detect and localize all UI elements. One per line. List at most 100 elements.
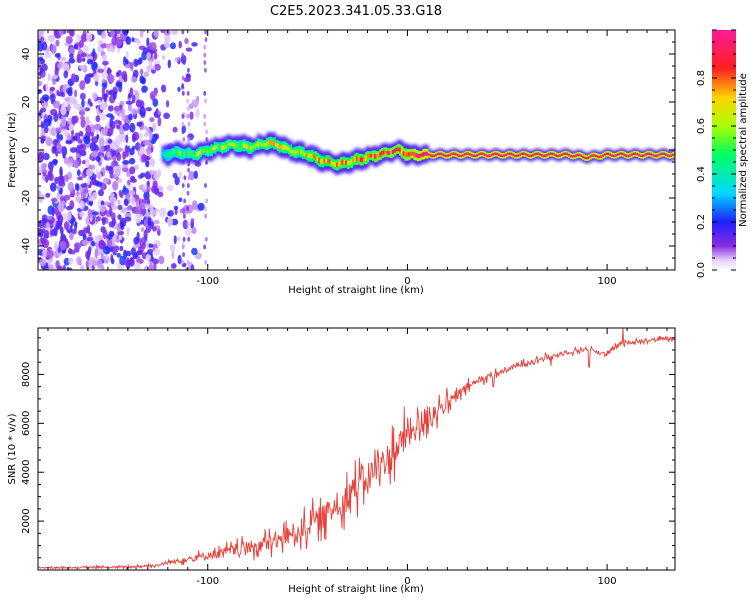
trace-core xyxy=(192,153,195,158)
noise-speckle xyxy=(146,65,152,72)
noise-speckle xyxy=(95,129,99,134)
noise-speckle xyxy=(163,112,171,120)
noise-streak xyxy=(187,137,191,142)
noise-speckle xyxy=(126,227,130,236)
noise-streak xyxy=(183,175,187,181)
trace-core xyxy=(661,152,664,155)
noise-speckle xyxy=(56,265,63,270)
noise-speckle xyxy=(162,55,166,60)
noise-speckle xyxy=(102,177,110,184)
trace-core xyxy=(550,152,553,155)
noise-speckle xyxy=(76,137,81,143)
noise-speckle xyxy=(191,247,198,256)
noise-speckle xyxy=(69,53,74,59)
noise-speckle xyxy=(42,171,47,177)
noise-speckle xyxy=(96,40,105,45)
noise-speckle xyxy=(74,89,78,98)
trace-core xyxy=(298,149,301,154)
noise-speckle xyxy=(118,121,122,125)
trace-core xyxy=(260,142,264,147)
trace-core xyxy=(246,144,249,150)
noise-speckle xyxy=(95,156,101,162)
trace-core xyxy=(384,150,388,155)
noise-speckle xyxy=(92,92,98,100)
noise-speckle xyxy=(135,213,142,224)
noise-speckle xyxy=(74,195,81,203)
trace-core xyxy=(303,152,307,157)
noise-speckle xyxy=(45,82,49,92)
trace-core xyxy=(442,153,445,156)
trace-core xyxy=(647,152,650,155)
trace-core xyxy=(492,152,495,156)
noise-speckle xyxy=(181,207,186,215)
noise-speckle xyxy=(141,77,147,85)
noise-speckle xyxy=(154,180,158,187)
colorbar-gradient xyxy=(712,30,736,270)
noise-streak xyxy=(182,60,186,65)
noise-speckle xyxy=(55,221,62,230)
noise-speckle xyxy=(129,166,136,175)
noise-speckle xyxy=(83,188,89,194)
noise-speckle xyxy=(80,183,87,188)
trace-core xyxy=(614,154,618,157)
noise-speckle xyxy=(79,210,85,218)
trace-core xyxy=(449,153,452,156)
trace-core xyxy=(497,153,501,156)
noise-speckle xyxy=(191,99,199,108)
noise-speckle xyxy=(57,247,61,253)
noise-speckle xyxy=(67,89,73,97)
colorbar-tick-label: 0.0 xyxy=(696,262,707,278)
snr-line-group xyxy=(38,328,675,570)
noise-speckle xyxy=(114,168,121,177)
noise-speckle xyxy=(46,215,52,220)
noise-speckle xyxy=(171,30,179,35)
noise-speckle xyxy=(172,172,178,179)
trace-core xyxy=(469,153,472,156)
trace-core xyxy=(222,145,226,150)
noise-speckle xyxy=(136,40,142,46)
trace-core xyxy=(517,154,520,157)
trace-core xyxy=(476,154,479,157)
noise-speckle xyxy=(191,200,198,211)
noise-speckle xyxy=(149,117,155,123)
noise-speckle xyxy=(145,160,150,168)
trace-core xyxy=(235,143,238,149)
noise-speckle xyxy=(119,191,124,199)
noise-speckle xyxy=(44,96,49,102)
trace-core xyxy=(485,154,488,157)
trace-core xyxy=(215,144,219,149)
trace-core xyxy=(571,155,574,158)
noise-speckle xyxy=(150,158,156,167)
trace-core xyxy=(553,153,556,156)
trace-core xyxy=(499,154,503,157)
noise-speckle xyxy=(167,59,171,69)
noise-speckle xyxy=(42,238,50,249)
trace-core xyxy=(311,153,314,159)
noise-speckle xyxy=(126,171,131,177)
noise-speckle xyxy=(38,190,42,200)
noise-speckle xyxy=(90,151,98,157)
noise-streak xyxy=(204,98,207,104)
noise-speckle xyxy=(83,44,89,54)
noise-speckle xyxy=(71,136,78,141)
noise-speckle xyxy=(121,70,128,80)
trace-core xyxy=(483,153,486,156)
trace-core xyxy=(271,140,274,145)
trace-core xyxy=(404,152,407,158)
noise-speckle xyxy=(40,194,46,200)
noise-speckle xyxy=(174,176,180,186)
noise-speckle xyxy=(153,51,158,60)
trace-core xyxy=(555,154,558,157)
trace-core xyxy=(645,153,648,156)
trace-core xyxy=(436,152,440,156)
noise-speckle xyxy=(146,52,151,59)
noise-speckle xyxy=(76,169,81,176)
noise-speckle xyxy=(79,200,85,210)
noise-speckle xyxy=(149,169,155,175)
trace-core xyxy=(577,153,580,157)
trace-core xyxy=(354,156,357,162)
noise-speckle xyxy=(93,235,100,244)
x-tick-label: 100 xyxy=(598,576,617,587)
noise-speckle xyxy=(112,90,117,100)
trace-core xyxy=(230,142,233,146)
